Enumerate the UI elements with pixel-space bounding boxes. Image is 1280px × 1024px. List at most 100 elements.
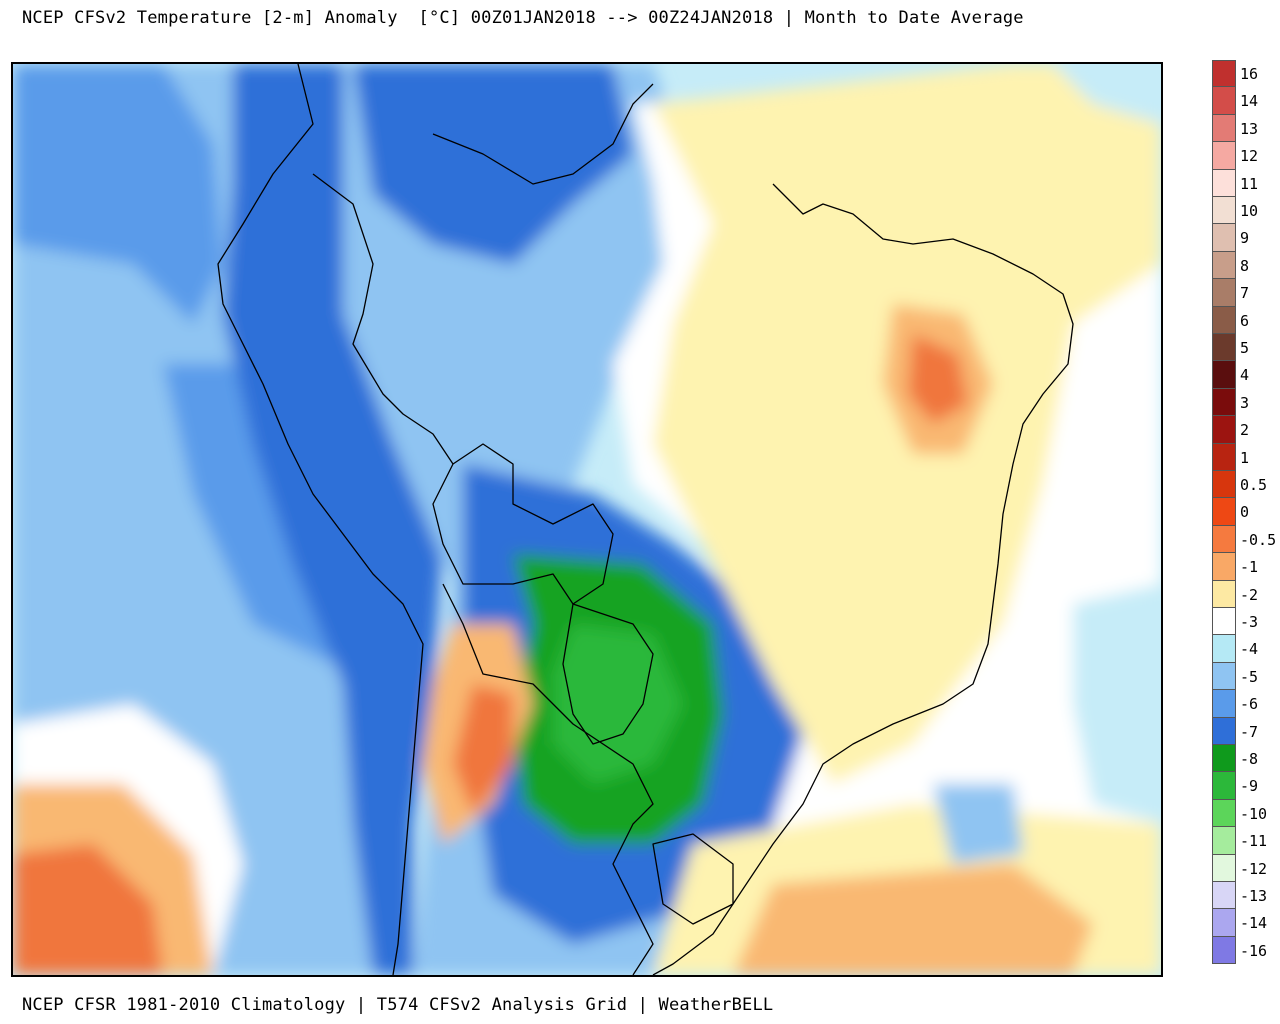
legend-item: 16 [1212, 60, 1276, 88]
paraguay-border [562, 603, 654, 745]
legend-swatch [1212, 662, 1236, 691]
legend-swatch [1212, 553, 1236, 581]
legend-label: 14 [1240, 92, 1259, 111]
legend-label: -1 [1240, 558, 1259, 577]
legend-swatch [1212, 580, 1236, 608]
legend-label: -11 [1240, 832, 1268, 851]
legend-label: -14 [1240, 914, 1268, 933]
legend-label: 10 [1240, 202, 1259, 220]
northeast-brazil-hot-core [908, 334, 968, 424]
legend-swatch [1212, 772, 1236, 800]
legend-swatch [1212, 498, 1236, 526]
pacific-cold-band [13, 64, 223, 324]
legend-item: 6 [1212, 306, 1276, 334]
atlantic-cool-patch-2 [933, 784, 1023, 864]
legend-label: -3 [1240, 613, 1259, 631]
legend-swatch [1212, 142, 1236, 170]
legend-label: 6 [1240, 311, 1250, 330]
legend-swatch [1212, 197, 1236, 225]
legend-item: -13 [1212, 882, 1276, 910]
legend-swatch [1212, 334, 1236, 362]
legend-label: 4 [1240, 366, 1250, 385]
legend-label: 1 [1240, 448, 1250, 467]
legend-label: -4 [1240, 640, 1259, 659]
legend-label: 7 [1240, 284, 1250, 303]
legend-label: 5 [1240, 339, 1250, 357]
legend-item: 9 [1212, 224, 1276, 252]
andes-cold-band [223, 64, 443, 975]
legend-label: -12 [1240, 859, 1268, 878]
legend-item: 5 [1212, 334, 1276, 362]
northwest-cold-region [353, 64, 633, 264]
legend-label: 3 [1240, 393, 1250, 412]
legend-item: 1 [1212, 443, 1276, 471]
legend-item: 10 [1212, 197, 1276, 225]
uruguay-border [652, 833, 734, 925]
legend-item: 3 [1212, 388, 1276, 417]
legend-swatch [1212, 388, 1236, 417]
legend-item: -14 [1212, 909, 1276, 937]
anomaly-map[interactable] [11, 62, 1163, 977]
legend-swatch [1212, 745, 1236, 773]
legend-swatch [1212, 279, 1236, 307]
color-legend: 16 14 13 12 11 10 9 8 7 6 5 4 3 2 1 0.5 0 -0.5 -1 -2 -3 -4 -5 -… [1212, 60, 1277, 965]
legend-swatch [1212, 416, 1236, 444]
legend-swatch [1212, 936, 1236, 965]
legend-label: -8 [1240, 750, 1259, 768]
legend-item: 8 [1212, 251, 1276, 280]
legend-label: 9 [1240, 229, 1250, 248]
legend-label: 8 [1240, 256, 1250, 275]
argentina-hot-region [453, 684, 513, 814]
legend-label: -2 [1240, 585, 1259, 604]
legend-swatch [1212, 608, 1236, 636]
pacific-cold-band-2 [163, 364, 333, 664]
legend-label: -0.5 [1240, 530, 1277, 549]
legend-swatch [1212, 909, 1236, 937]
legend-swatch [1212, 854, 1236, 882]
legend-item: 11 [1212, 169, 1276, 197]
legend-swatch [1212, 224, 1236, 252]
legend-swatch [1212, 361, 1236, 389]
legend-item: -16 [1212, 936, 1276, 965]
legend-item: 13 [1212, 114, 1276, 143]
legend-label: -9 [1240, 777, 1259, 796]
brazil-west-border [432, 83, 654, 185]
legend-label: 2 [1240, 421, 1250, 440]
legend-label: -16 [1240, 941, 1268, 960]
bolivia-border [432, 443, 614, 605]
map-title: NCEP CFSv2 Temperature [2-m] Anomaly [°C… [22, 8, 1024, 28]
legend-label: 0 [1240, 503, 1250, 522]
legend-item: 2 [1212, 416, 1276, 444]
legend-swatch [1212, 251, 1236, 280]
legend-swatch [1212, 882, 1236, 910]
legend-item: 0.5 [1212, 471, 1276, 499]
legend-label: -10 [1240, 804, 1268, 823]
legend-swatch [1212, 87, 1236, 115]
legend-label: 12 [1240, 147, 1259, 166]
south-america-coastline [217, 64, 424, 975]
peru-border [312, 173, 454, 465]
legend-item: -4 [1212, 635, 1276, 663]
legend-item: -7 [1212, 717, 1276, 745]
map-footer: NCEP CFSR 1981-2010 Climatology | T574 C… [22, 995, 774, 1015]
legend-item: 12 [1212, 142, 1276, 170]
caribbean-cool-patch [1053, 64, 1161, 124]
legend-swatch [1212, 635, 1236, 663]
legend-swatch [1212, 114, 1236, 143]
legend-item: -8 [1212, 745, 1276, 773]
legend-swatch [1212, 799, 1236, 828]
brazil-east-coastline [652, 183, 1074, 975]
legend-label: -7 [1240, 722, 1259, 741]
argentina-border [442, 583, 654, 975]
legend-label: 11 [1240, 174, 1259, 193]
legend-label: 16 [1240, 65, 1259, 83]
legend-swatch [1212, 169, 1236, 197]
pacific-hot-south [13, 844, 163, 975]
legend-item: 14 [1212, 87, 1276, 115]
legend-item: -6 [1212, 690, 1276, 718]
legend-swatch [1212, 690, 1236, 718]
legend-label: 13 [1240, 119, 1259, 138]
legend-label: -6 [1240, 695, 1259, 714]
south-atlantic-warm-core [733, 864, 1093, 975]
legend-swatch [1212, 717, 1236, 745]
